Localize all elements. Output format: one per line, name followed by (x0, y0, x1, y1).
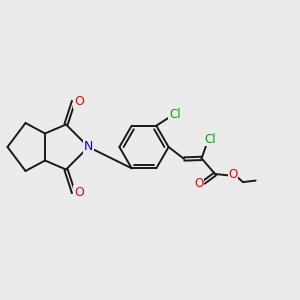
Text: Cl: Cl (204, 133, 216, 146)
Text: O: O (74, 95, 84, 108)
Text: O: O (229, 168, 238, 181)
Text: N: N (84, 140, 93, 154)
Text: O: O (74, 186, 84, 199)
Text: O: O (194, 176, 203, 190)
Text: Cl: Cl (169, 108, 181, 121)
